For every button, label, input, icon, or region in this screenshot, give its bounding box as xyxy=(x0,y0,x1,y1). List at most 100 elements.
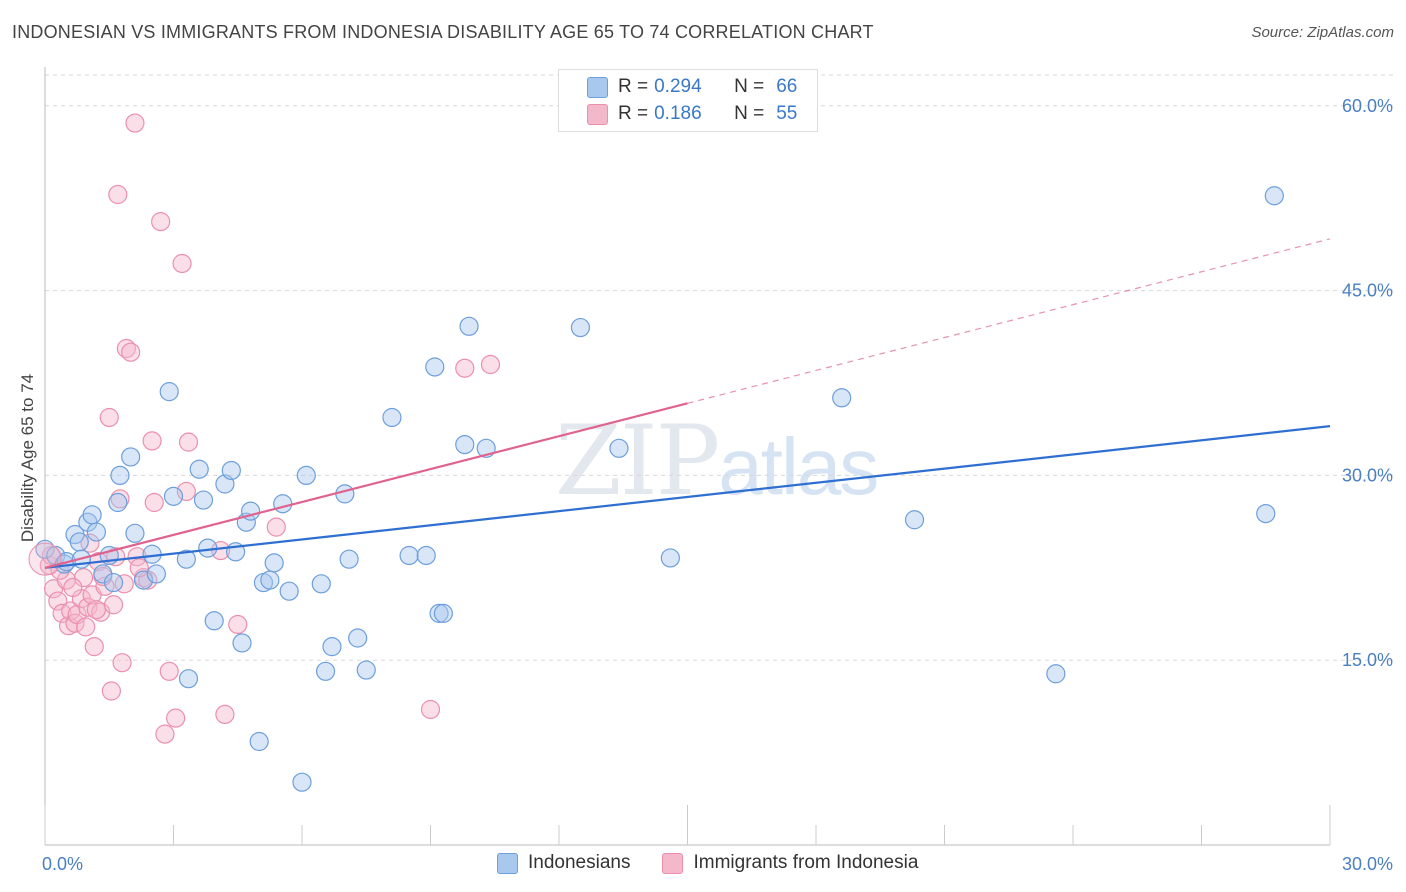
immigrants-point xyxy=(112,653,132,673)
immigrants-point xyxy=(420,699,441,720)
indonesians-point xyxy=(660,548,680,568)
series-legend-item-indonesians: Indonesians xyxy=(497,852,630,874)
series-swatch-blue xyxy=(497,852,518,874)
indonesians-point xyxy=(425,357,445,377)
series-swatch-pink xyxy=(662,852,684,874)
watermark-atlas: atlas xyxy=(718,422,879,511)
indonesians-point xyxy=(35,539,55,559)
immigrants-point xyxy=(121,342,141,362)
indonesians-point xyxy=(416,545,436,566)
legend-n-value: 55 xyxy=(776,103,798,124)
immigrants-point xyxy=(155,724,175,744)
series-legend-item-immigrants: Immigrants from Indonesia xyxy=(662,852,918,874)
indonesians-point xyxy=(1256,503,1276,524)
immigrants-point xyxy=(215,704,235,725)
indonesians-point xyxy=(193,490,214,510)
immigrants-point xyxy=(151,212,171,232)
legend-n-label: N = xyxy=(734,76,765,97)
indonesians-point xyxy=(356,660,376,680)
source-label: Source: ZipAtlas.com xyxy=(1251,24,1394,41)
indonesians-point xyxy=(311,574,331,594)
immigrants-point xyxy=(101,681,121,701)
x-tick-label: 30.0% xyxy=(1342,854,1393,874)
immigrants-point xyxy=(108,184,128,205)
immigrants-point xyxy=(103,595,124,615)
legend-r-label: R = xyxy=(618,76,649,97)
indonesians-point xyxy=(204,611,224,631)
immigrants-point xyxy=(228,614,248,635)
indonesians-point xyxy=(249,731,269,752)
indonesians-point xyxy=(429,603,449,623)
indonesians-point xyxy=(125,523,145,543)
series-legend: Indonesians Immigrants from Indonesia xyxy=(497,852,950,874)
y-tick-label: 30.0% xyxy=(1342,465,1393,485)
indonesians-point xyxy=(159,382,179,402)
y-tick-label: 60.0% xyxy=(1342,96,1393,116)
indonesians-point xyxy=(339,549,359,569)
indonesians-point xyxy=(86,522,107,542)
series-label: Immigrants from Indonesia xyxy=(693,852,919,873)
indonesians-point xyxy=(108,492,128,513)
indonesians-point xyxy=(110,465,130,485)
immigrants-point xyxy=(63,577,83,598)
indonesians-point xyxy=(348,628,368,648)
chart-title: INDONESIAN VS IMMIGRANTS FROM INDONESIA … xyxy=(12,22,874,42)
immigrants-point xyxy=(129,558,149,578)
legend-n-value: 66 xyxy=(776,76,798,97)
legend-row-immigrants: R = 0.186 N = 55 xyxy=(587,102,797,126)
indonesians-point xyxy=(121,447,141,467)
immigrants-point xyxy=(144,492,164,513)
immigrants-point xyxy=(178,432,199,452)
series-label: Indonesians xyxy=(528,852,631,873)
indonesians-point xyxy=(232,633,252,653)
immigrants-point xyxy=(76,617,96,637)
legend-r-label: R = xyxy=(618,103,649,124)
y-axis-title: Disability Age 65 to 74 xyxy=(18,374,37,542)
legend-n-label: N = xyxy=(734,103,765,124)
indonesians-point xyxy=(264,553,284,573)
immigrants-point xyxy=(86,600,107,620)
indonesians-point xyxy=(382,407,402,428)
immigrants-point xyxy=(266,517,286,537)
indonesians-point xyxy=(296,465,316,485)
indonesians-point xyxy=(103,572,124,593)
watermark-zip: ZIP xyxy=(555,405,720,517)
immigrants-point xyxy=(159,661,179,681)
immigrants-point xyxy=(142,431,162,451)
indonesians-point xyxy=(1264,186,1284,206)
indonesians-point xyxy=(189,459,209,479)
immigrants-point xyxy=(455,358,475,378)
indonesians-point xyxy=(455,435,475,455)
indonesians-point xyxy=(178,669,199,689)
indonesians-point xyxy=(163,486,184,506)
legend-swatch-pink xyxy=(587,103,608,125)
indonesians-point xyxy=(292,772,312,792)
immigrants-point xyxy=(73,568,94,588)
immigrants-cluster-point xyxy=(28,542,62,576)
immigrants-trendline xyxy=(44,402,688,569)
immigrants-point xyxy=(172,253,192,274)
immigrants-point xyxy=(125,113,145,133)
indonesians-point xyxy=(1046,664,1066,684)
immigrants-trendline-extension xyxy=(687,238,1331,404)
indonesians-point xyxy=(832,388,852,408)
immigrants-point xyxy=(166,708,186,728)
indonesians-point xyxy=(176,549,196,569)
indonesians-point xyxy=(433,603,453,623)
indonesians-point xyxy=(570,317,591,338)
y-tick-label: 15.0% xyxy=(1342,650,1393,670)
indonesians-point xyxy=(221,460,241,481)
indonesians-point xyxy=(904,510,925,530)
immigrants-point xyxy=(480,354,501,375)
correlation-legend: R = 0.294 N = 66 R = 0.186 N = 55 xyxy=(558,69,818,132)
indonesians-point xyxy=(399,545,419,566)
immigrants-point xyxy=(176,481,196,502)
indonesians-point xyxy=(273,494,293,514)
indonesians-point xyxy=(82,505,102,525)
legend-r-value: 0.294 xyxy=(654,76,702,97)
indonesians-point xyxy=(279,581,299,601)
indonesians-trendline xyxy=(44,425,1331,569)
indonesians-point xyxy=(69,532,89,552)
indonesians-point xyxy=(315,661,336,681)
